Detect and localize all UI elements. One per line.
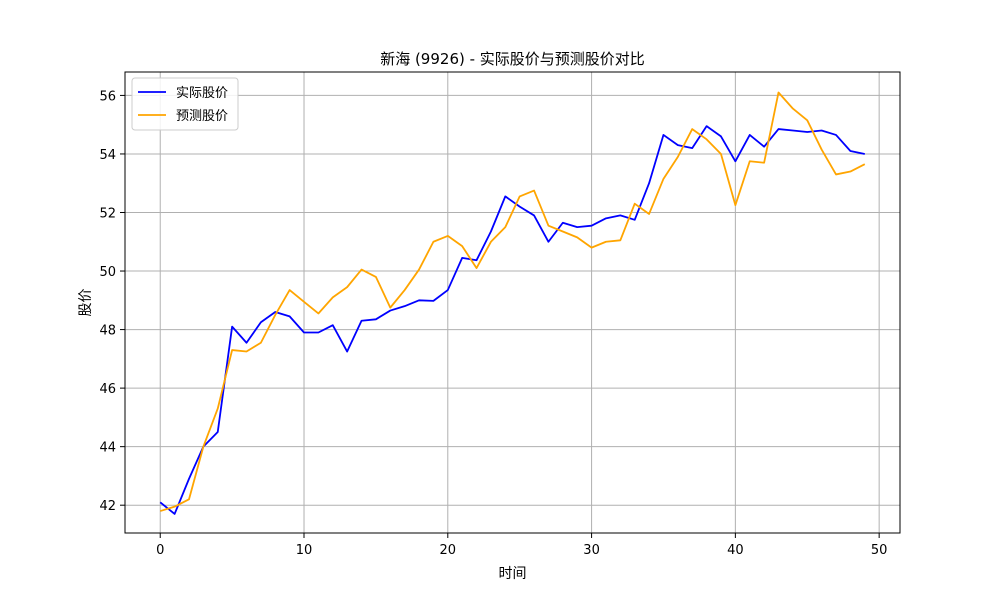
y-tick-label: 48 <box>99 324 116 339</box>
legend: 实际股价 预测股价 <box>131 77 239 131</box>
plot-frame <box>124 71 901 534</box>
y-tick-label: 54 <box>99 148 116 163</box>
y-tick-label: 44 <box>99 441 116 456</box>
y-tick-label: 42 <box>99 499 116 514</box>
y-tick-label: 50 <box>99 265 116 280</box>
legend-label-predicted: 预测股价 <box>176 109 228 124</box>
legend-label-actual: 实际股价 <box>176 86 228 101</box>
ticks: 0 10 20 30 40 50 42 44 46 48 50 52 54 56 <box>99 89 887 558</box>
x-axis-label: 时间 <box>499 566 527 582</box>
predicted-price-line <box>159 91 866 512</box>
x-tick-label: 50 <box>871 543 888 558</box>
y-tick-label: 52 <box>99 206 116 221</box>
series-layer <box>159 91 866 515</box>
grid <box>125 72 900 533</box>
y-tick-label: 46 <box>99 382 116 397</box>
y-axis-label: 股价 <box>78 289 94 317</box>
legend-box <box>131 77 239 131</box>
actual-price-line <box>159 125 865 515</box>
x-tick-label: 0 <box>156 543 164 558</box>
x-tick-label: 20 <box>440 543 457 558</box>
x-tick-label: 10 <box>296 543 313 558</box>
chart-title: 新海 (9926) - 实际股价与预测股价对比 <box>380 50 645 68</box>
x-tick-label: 40 <box>727 543 744 558</box>
x-tick-label: 30 <box>583 543 600 558</box>
y-tick-label: 56 <box>99 89 116 104</box>
